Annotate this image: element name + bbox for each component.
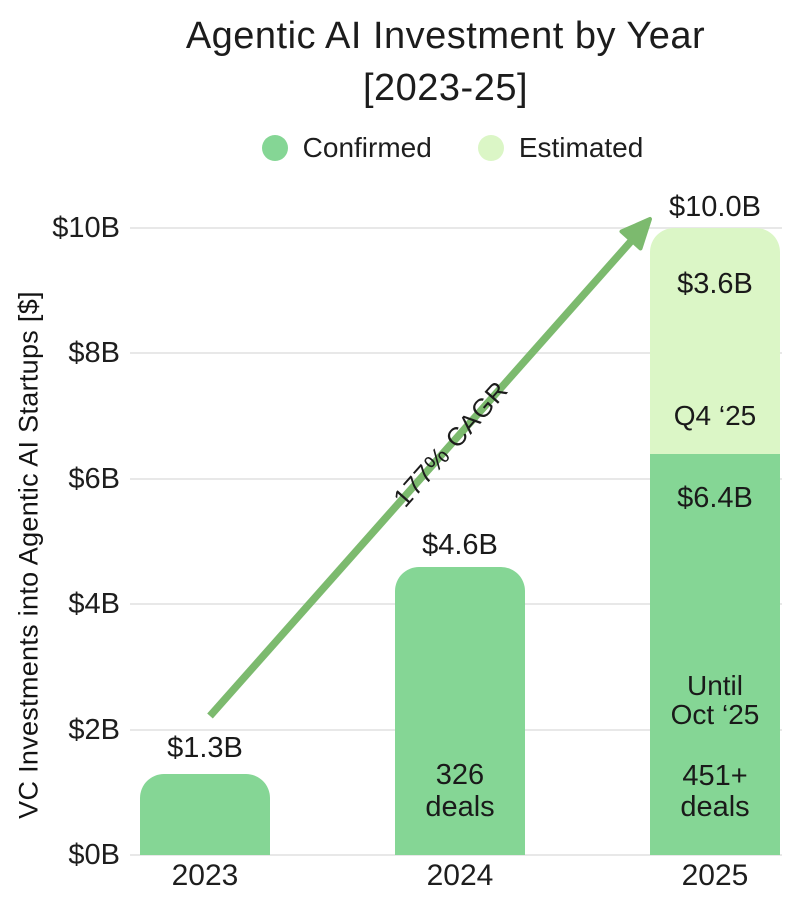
gridline-10b xyxy=(130,227,782,229)
bar-2025-estimated-segment xyxy=(650,228,780,454)
y-tick-0b: $0B xyxy=(68,839,120,871)
growth-arrow-head xyxy=(619,217,652,251)
confirmed-swatch-icon xyxy=(261,135,288,161)
x-label-2023: 2023 xyxy=(171,859,239,892)
bar-2024-confirmed-segment xyxy=(395,566,525,855)
y-tick-4b: $4B xyxy=(68,588,120,621)
cagr-annotation: 177% CAGR xyxy=(387,374,515,513)
legend-item-estimated: Estimated xyxy=(477,132,644,164)
chart-title-line2: [2023-25] xyxy=(362,67,529,109)
legend: Confirmed Estimated xyxy=(100,132,805,164)
bar-2025-confirmed-segment xyxy=(650,453,780,855)
gridline-0b xyxy=(130,854,782,856)
chart-title: Agentic AI Investment by Year [2023-25] xyxy=(86,10,805,114)
x-label-2025: 2025 xyxy=(681,859,749,892)
legend-label-estimated: Estimated xyxy=(518,132,644,163)
legend-label-confirmed: Confirmed xyxy=(302,132,432,163)
y-tick-6b: $6B xyxy=(68,462,120,495)
y-tick-10b: $10B xyxy=(52,212,120,244)
legend-item-confirmed: Confirmed xyxy=(261,132,432,164)
bar-2023-confirmed-segment xyxy=(140,773,270,855)
y-tick-8b: $8B xyxy=(68,337,120,370)
y-tick-2b: $2B xyxy=(68,713,120,746)
bar-2023-value-label: $1.3B xyxy=(167,732,243,764)
bar-2025-value-label: $10.0B xyxy=(669,191,761,223)
x-label-2024: 2024 xyxy=(426,859,494,892)
bar-2024-value-label: $4.6B xyxy=(422,529,498,561)
chart-title-line1: Agentic AI Investment by Year xyxy=(185,15,706,57)
estimated-swatch-icon xyxy=(477,135,504,161)
